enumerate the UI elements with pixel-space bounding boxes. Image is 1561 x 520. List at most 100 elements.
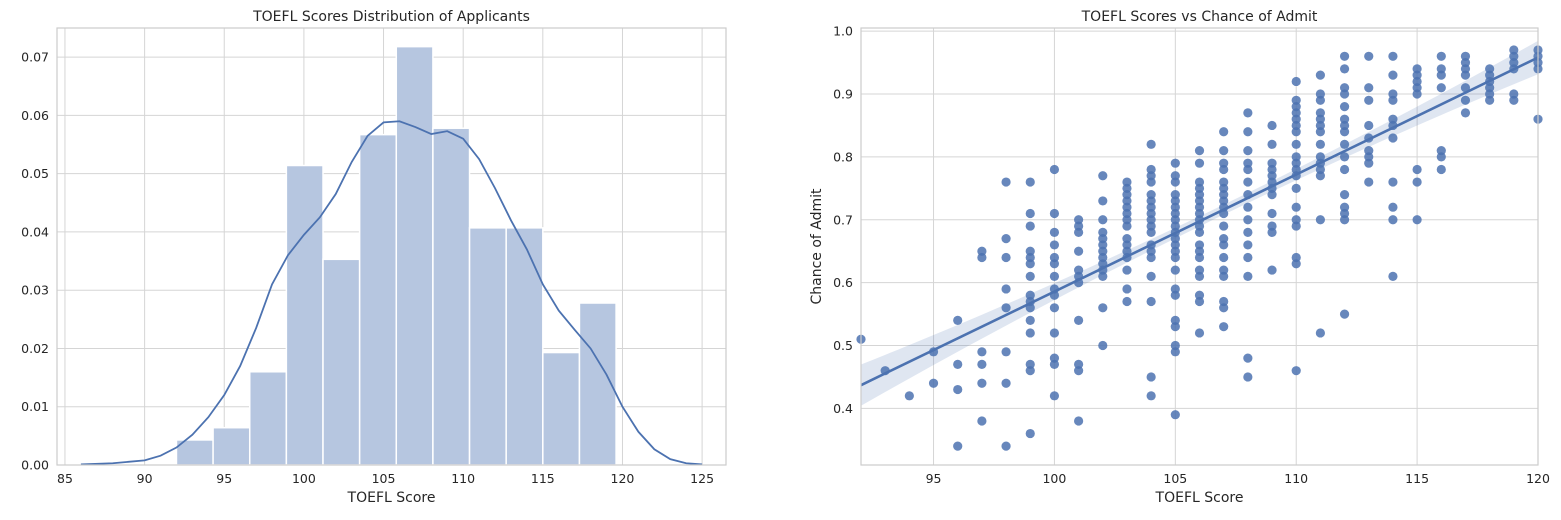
scatter-point bbox=[1001, 234, 1011, 244]
scatter-point bbox=[1170, 340, 1180, 351]
scatter-point bbox=[1146, 391, 1156, 401]
scatter-y-tick-labels: 0.4 0.5 0.6 0.7 0.8 0.9 1.0 bbox=[833, 24, 853, 416]
scatter-point bbox=[1025, 366, 1035, 376]
scatter-point bbox=[1412, 164, 1422, 175]
scatter-point bbox=[1243, 353, 1253, 363]
scatter-point bbox=[1170, 246, 1180, 256]
scatter-y-tick-label: 0.4 bbox=[833, 401, 853, 416]
scatter-point bbox=[1339, 309, 1350, 319]
scatter-point bbox=[1267, 208, 1277, 219]
scatter-point bbox=[1194, 246, 1205, 256]
scatter-point bbox=[1460, 70, 1471, 80]
scatter-point bbox=[1219, 164, 1229, 175]
scatter-point bbox=[1098, 234, 1108, 244]
scatter-point bbox=[1339, 120, 1350, 131]
scatter-point bbox=[1001, 441, 1011, 451]
scatter-point bbox=[1436, 70, 1446, 80]
histogram-x-tick-label: 110 bbox=[451, 471, 475, 486]
scatter-point bbox=[904, 391, 914, 401]
scatter-point bbox=[1436, 51, 1446, 61]
scatter-point bbox=[953, 384, 963, 395]
histogram-y-tick-label: 0.07 bbox=[21, 50, 49, 65]
scatter-title: TOEFL Scores vs Chance of Admit bbox=[1081, 9, 1318, 25]
scatter-point bbox=[1122, 265, 1132, 275]
scatter-point bbox=[1194, 328, 1205, 338]
scatter-point bbox=[1219, 183, 1229, 193]
scatter-point bbox=[1049, 328, 1060, 338]
scatter-point bbox=[1194, 240, 1205, 250]
scatter-point bbox=[1315, 120, 1325, 131]
scatter-point bbox=[1339, 101, 1350, 112]
histogram-bar bbox=[578, 302, 617, 466]
scatter-y-tick-label: 0.8 bbox=[833, 149, 853, 164]
scatter-point bbox=[977, 416, 987, 426]
scatter-point bbox=[1315, 95, 1325, 105]
scatter-point bbox=[1194, 296, 1205, 307]
scatter-point bbox=[1146, 221, 1156, 231]
scatter-point bbox=[1364, 120, 1374, 131]
scatter-point bbox=[1388, 215, 1398, 225]
scatter-points bbox=[856, 45, 1543, 451]
scatter-point bbox=[1194, 177, 1205, 187]
scatter-point bbox=[1098, 303, 1108, 313]
scatter-x-tick-label: 105 bbox=[1163, 471, 1187, 486]
scatter-y-tick-label: 0.9 bbox=[833, 87, 853, 102]
scatter-point bbox=[1146, 372, 1156, 382]
scatter-point bbox=[1122, 208, 1132, 219]
scatter-point bbox=[1388, 70, 1398, 80]
scatter-point bbox=[1219, 146, 1229, 156]
scatter-point bbox=[1122, 284, 1132, 294]
scatter-point bbox=[1291, 202, 1301, 212]
scatter-point bbox=[1412, 76, 1422, 87]
scatter-point bbox=[1267, 158, 1277, 168]
scatter-point bbox=[1412, 215, 1422, 225]
scatter-point bbox=[1074, 221, 1084, 231]
scatter-point bbox=[1074, 215, 1084, 225]
scatter-point bbox=[1219, 127, 1229, 137]
scatter-point bbox=[1291, 259, 1301, 269]
scatter-point bbox=[1339, 64, 1350, 74]
scatter-point bbox=[1291, 152, 1301, 162]
scatter-point bbox=[1315, 139, 1325, 149]
scatter-point bbox=[1001, 177, 1011, 187]
scatter-point bbox=[1074, 265, 1084, 275]
scatter-x-tick-label: 95 bbox=[926, 471, 942, 486]
scatter-point bbox=[1243, 227, 1253, 237]
scatter-point bbox=[1001, 252, 1011, 263]
scatter-point bbox=[1509, 95, 1519, 105]
scatter-point bbox=[1315, 127, 1325, 137]
scatter-point bbox=[1074, 246, 1084, 256]
scatter-point bbox=[1219, 252, 1229, 263]
scatter-point bbox=[977, 378, 987, 388]
scatter-point bbox=[1170, 234, 1180, 244]
scatter-point bbox=[1339, 51, 1350, 61]
scatter-point bbox=[1194, 202, 1205, 212]
scatter-point bbox=[1001, 347, 1011, 357]
scatter-point bbox=[1339, 152, 1350, 162]
scatter-point bbox=[1098, 246, 1108, 256]
scatter-point bbox=[1243, 177, 1253, 187]
scatter-point bbox=[1194, 183, 1205, 193]
scatter-point bbox=[1074, 366, 1084, 376]
scatter-point bbox=[1412, 83, 1422, 93]
scatter-point bbox=[1049, 208, 1060, 219]
scatter-point bbox=[953, 359, 963, 369]
scatter-point bbox=[1339, 208, 1350, 219]
scatter-point bbox=[977, 347, 987, 357]
histogram-bar bbox=[542, 351, 581, 466]
scatter-point bbox=[1219, 177, 1229, 187]
histogram-y-tick-label: 0.05 bbox=[21, 166, 49, 181]
scatter-point bbox=[1049, 303, 1060, 313]
scatter-point bbox=[1122, 234, 1132, 244]
histogram-bar bbox=[432, 127, 471, 466]
histogram-bar bbox=[285, 164, 324, 466]
scatter-point bbox=[1388, 133, 1398, 143]
scatter-point bbox=[1267, 265, 1277, 275]
scatter-point bbox=[1291, 183, 1301, 193]
scatter-point bbox=[1243, 240, 1253, 250]
scatter-point bbox=[1025, 359, 1035, 369]
scatter-point bbox=[1460, 64, 1471, 74]
scatter-point bbox=[1267, 139, 1277, 149]
scatter-point bbox=[1339, 139, 1350, 149]
